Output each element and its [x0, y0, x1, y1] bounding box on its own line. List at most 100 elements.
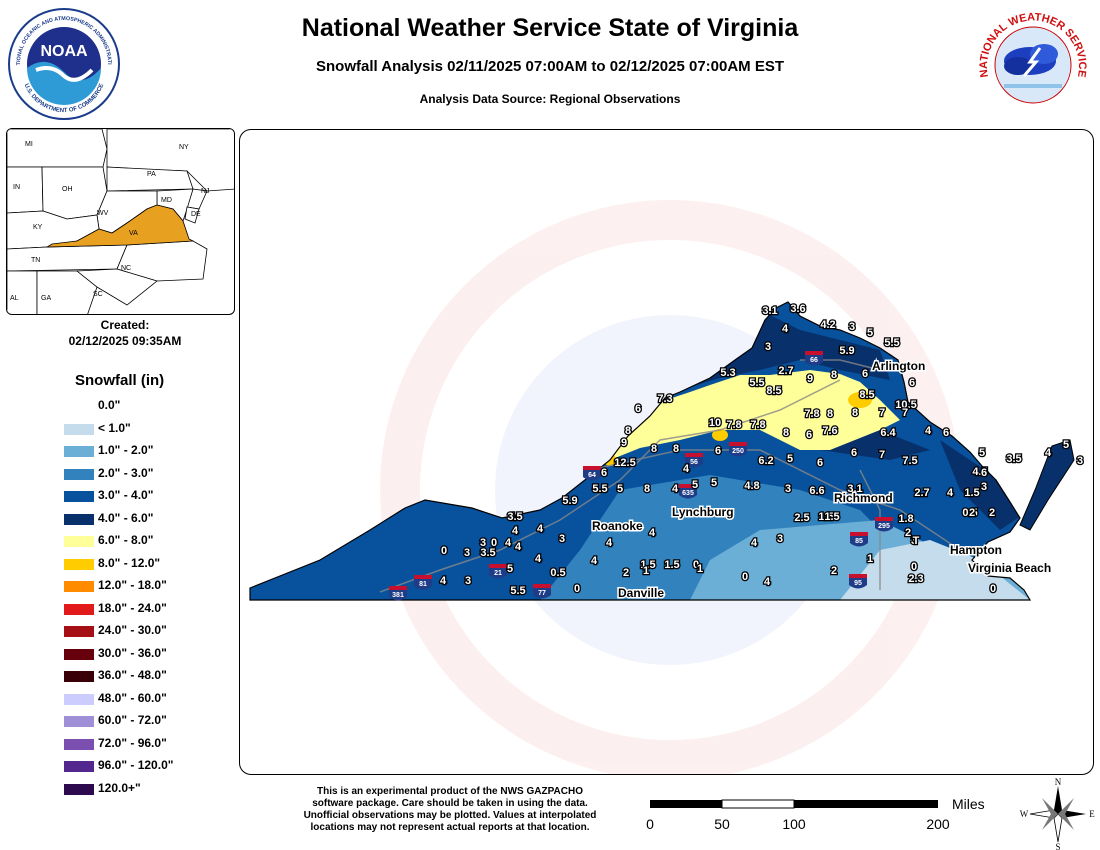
snowfall-value: 5	[617, 483, 623, 495]
legend-swatch	[64, 536, 94, 547]
legend-swatch	[64, 783, 94, 795]
snowfall-value: 3	[911, 535, 917, 547]
snowfall-value: 3	[777, 533, 783, 545]
snowfall-value: 3	[1077, 455, 1083, 467]
snowfall-value: 8	[651, 443, 657, 455]
snowfall-value: 4	[683, 463, 690, 475]
snowfall-value: 6	[601, 467, 607, 479]
inset-label: AL	[10, 295, 19, 302]
snowfall-value: 7.6	[822, 425, 837, 437]
interstate-number: 66	[810, 357, 818, 364]
compass-n: N	[1055, 778, 1062, 787]
inset-label: GA	[41, 295, 51, 302]
compass-w: W	[1020, 809, 1029, 819]
legend-swatch	[64, 603, 94, 615]
data-source: Analysis Data Source: Regional Observati…	[419, 92, 681, 106]
snowfall-value: 8	[673, 443, 679, 455]
snowfall-value: 1	[643, 565, 649, 577]
snowfall-value: 3.5	[1006, 453, 1021, 465]
snowfall-value: 0.5	[550, 567, 565, 579]
interstate-shield-icon: 56	[685, 453, 703, 468]
snowfall-value: 4.8	[744, 480, 759, 492]
snowfall-value: 4	[1045, 447, 1052, 459]
snowfall-value: 0	[574, 583, 580, 595]
interstate-shield-icon: 66	[805, 351, 823, 366]
snowfall-value: 5.5	[592, 483, 607, 495]
snowfall-value: 5	[867, 327, 873, 339]
snowfall-value: 6	[943, 427, 949, 439]
snowfall-value: 1.5	[640, 559, 655, 571]
legend-label: < 1.0"	[98, 420, 131, 435]
snowfall-value: 2	[905, 527, 911, 539]
snowfall-value: 7.8	[750, 419, 765, 431]
snowfall-value: 6.4	[880, 427, 896, 439]
snowfall-value: 4.2	[820, 319, 835, 331]
snowfall-value: 1.5	[964, 487, 979, 499]
snowfall-value: 6.6	[809, 485, 824, 497]
nws-logo: NATIONAL WEATHER SERVICE	[977, 9, 1089, 121]
snowfall-value: 3	[981, 481, 987, 493]
snowfall-value: 7	[879, 407, 885, 419]
snowfall-value: 10.5	[895, 399, 916, 411]
legend-label: 6.0" - 8.0"	[98, 533, 154, 547]
city-label: Roanoke	[592, 519, 643, 533]
city-label: Danville	[618, 586, 664, 600]
inset-label: MI	[25, 141, 33, 148]
snowfall-value: 6	[862, 368, 868, 380]
snowfall-value: 2	[969, 507, 975, 519]
snowfall-value: 5.5	[510, 585, 525, 597]
snowfall-value: 5	[787, 453, 793, 465]
snowfall-value: 2	[989, 507, 995, 519]
snowfall-value: 4	[947, 487, 954, 499]
state-mi	[7, 129, 108, 168]
snowfall-value: 2	[831, 565, 837, 577]
inset-label: PA	[147, 171, 156, 178]
snowfall-value: 0	[441, 545, 447, 557]
created-timestamp: 02/12/2025 09:35AM	[68, 334, 182, 348]
interstate-shield-icon: 81	[414, 575, 432, 590]
legend-title: Snowfall (in)	[75, 372, 165, 389]
legend-label: 3.0" - 4.0"	[98, 488, 154, 502]
snowfall-value: 9	[621, 437, 627, 449]
snowfall-value: 3	[765, 341, 771, 353]
legend-swatch	[64, 626, 94, 637]
snowfall-value: 5	[692, 479, 698, 491]
interstate-shield-icon: 635	[679, 484, 697, 499]
city-label: Arlington	[872, 359, 925, 373]
legend-label: 96.0" - 120.0"	[98, 758, 174, 772]
inset-label: TN	[31, 257, 40, 264]
inset-label: IN	[13, 184, 20, 191]
snowfall-value: 3	[465, 575, 471, 587]
snowfall-value: 9	[807, 373, 813, 385]
snowfall-value: 8	[827, 408, 833, 420]
interstate-shield-icon: 295	[875, 517, 893, 532]
legend-label: 72.0" - 96.0"	[98, 735, 167, 750]
snowfall-value: 3.5	[507, 511, 522, 523]
snowfall-value: 1.5	[824, 511, 839, 523]
snowfall-value: 8.5	[766, 385, 781, 397]
legend-swatch	[64, 558, 94, 570]
interstate-number: 250	[732, 448, 744, 455]
snowfall-value: 8	[831, 369, 837, 381]
state-va-highlight	[45, 204, 195, 248]
snowfall-value: 1.8	[898, 513, 913, 525]
legend-swatch	[64, 446, 94, 457]
state-de	[184, 206, 200, 224]
legend-label: 120.0+"	[98, 780, 141, 795]
snowfall-value: 0	[693, 559, 699, 571]
legend-label: 60.0" - 72.0"	[98, 713, 167, 727]
snowfall-value: 0	[491, 537, 497, 549]
city-label: Richmond	[834, 491, 893, 505]
snowfall-value: 5.9	[562, 495, 577, 507]
eastern-shore	[1019, 439, 1075, 531]
snowfall-value: 4	[537, 523, 544, 535]
legend-swatch	[64, 716, 94, 727]
disclaimer: This is an experimental product of the N…	[275, 786, 625, 834]
interstate-number: 77	[538, 590, 546, 597]
disclaimer-line: software package. Care should be taken i…	[312, 798, 588, 809]
snowfall-value: 7.8	[804, 408, 819, 420]
snowfall-value: 4	[512, 525, 519, 537]
snowfall-value: 8	[852, 407, 858, 419]
snowfall-value: 3.1	[847, 483, 862, 495]
legend-label: 0.0"	[98, 398, 121, 412]
